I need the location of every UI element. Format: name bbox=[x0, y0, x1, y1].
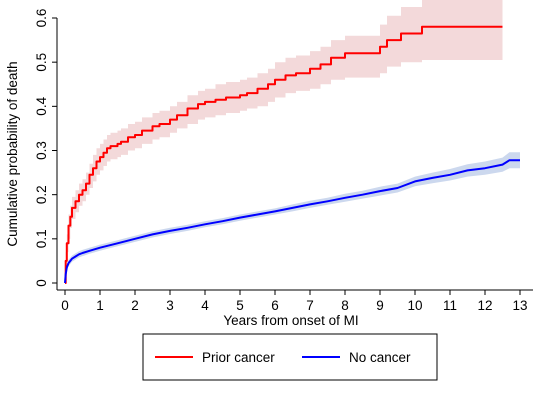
x-tick-label: 3 bbox=[166, 298, 174, 313]
y-tick-label: 0.5 bbox=[34, 53, 49, 72]
x-tick-label: 6 bbox=[271, 298, 279, 313]
legend-items: Prior cancer No cancer bbox=[155, 350, 411, 365]
x-tick-label: 0 bbox=[61, 298, 69, 313]
x-tick-label: 12 bbox=[477, 298, 492, 313]
x-ticks: 0 1 2 3 4 5 6 7 8 9 10 11 12 13 bbox=[61, 290, 528, 313]
confidence-bands bbox=[65, 0, 520, 283]
x-tick-label: 9 bbox=[376, 298, 384, 313]
legend-label-prior-cancer: Prior cancer bbox=[202, 350, 275, 365]
x-tick-label: 13 bbox=[512, 298, 527, 313]
y-axis-label: Cumulative probability of death bbox=[5, 61, 20, 246]
prior-cancer-line bbox=[64, 25, 503, 284]
x-tick-label: 5 bbox=[236, 298, 244, 313]
x-tick-label: 2 bbox=[131, 298, 139, 313]
no-cancer-line bbox=[64, 159, 520, 284]
legend: Prior cancer No cancer bbox=[142, 333, 438, 381]
y-tick-label: 0.1 bbox=[34, 229, 49, 248]
no-cancer-confidence-band bbox=[65, 152, 520, 283]
x-tick-label: 4 bbox=[201, 298, 209, 313]
y-tick-label: 0.2 bbox=[34, 185, 49, 204]
y-tick-label: 0.3 bbox=[34, 141, 49, 160]
x-tick-label: 7 bbox=[306, 298, 314, 313]
y-ticks: 0 0.1 0.2 0.3 0.4 0.5 0.6 bbox=[34, 9, 57, 287]
prior-cancer-confidence-band bbox=[65, 0, 503, 283]
axes bbox=[56, 18, 533, 291]
y-tick-label: 0.4 bbox=[34, 96, 49, 115]
series-lines bbox=[64, 25, 520, 284]
y-tick-label: 0.6 bbox=[34, 9, 49, 28]
y-tick-label: 0 bbox=[34, 279, 49, 287]
legend-label-no-cancer: No cancer bbox=[349, 350, 411, 365]
x-tick-label: 1 bbox=[96, 298, 104, 313]
x-axis-label: Years from onset of MI bbox=[223, 313, 358, 328]
x-tick-label: 8 bbox=[341, 298, 349, 313]
x-tick-label: 11 bbox=[443, 298, 457, 313]
x-tick-label: 10 bbox=[407, 298, 422, 313]
